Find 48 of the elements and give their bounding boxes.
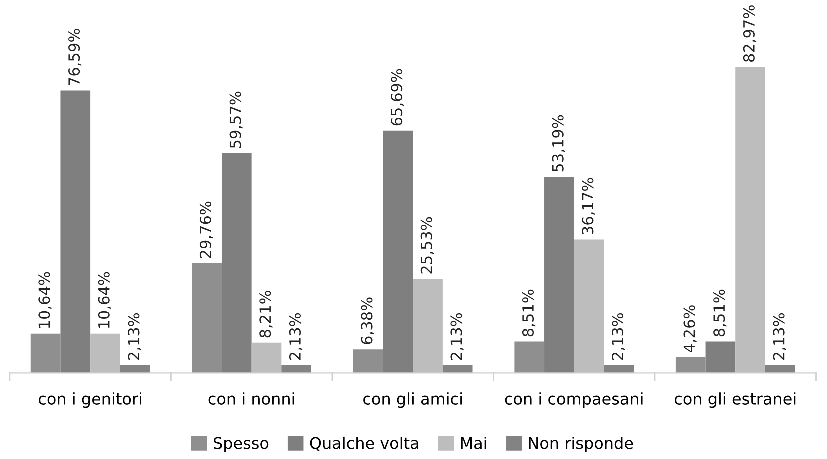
bar — [383, 130, 414, 374]
legend-label: Spesso — [214, 437, 269, 452]
data-label: 8,51% — [714, 290, 727, 337]
data-label: 25,53% — [420, 217, 434, 274]
data-label: 29,76% — [200, 202, 214, 258]
bar — [90, 334, 120, 374]
data-label: 2,13% — [773, 313, 786, 360]
x-tick-label: con gli estranei — [675, 392, 796, 408]
data-label: 76,59% — [68, 29, 82, 86]
data-label: 59,57% — [230, 92, 243, 148]
bar — [604, 365, 634, 374]
data-label: 4,26% — [684, 306, 697, 353]
data-label: 65,69% — [391, 69, 404, 126]
x-tick-label: con i compaesani — [505, 392, 643, 408]
bar — [30, 334, 61, 374]
data-label: 53,19% — [552, 115, 566, 172]
data-label: 10,64% — [98, 272, 112, 328]
x-tick-label: con i nonni — [208, 392, 294, 405]
bar — [514, 342, 545, 374]
legend-label: Non risponde — [529, 436, 634, 452]
bar — [736, 67, 766, 374]
bar — [413, 279, 443, 374]
data-label: 82,97% — [743, 6, 757, 62]
bar — [282, 365, 312, 374]
bar — [192, 263, 222, 374]
legend-label: Qualche volta — [310, 436, 418, 452]
bar — [60, 90, 91, 374]
data-label: 10,64% — [38, 272, 52, 328]
data-label: 6,38% — [361, 298, 374, 344]
bar — [676, 357, 706, 374]
bar — [544, 177, 574, 374]
legend-label: Mai — [461, 436, 486, 450]
data-label: 8,51% — [522, 290, 536, 337]
bar — [222, 153, 252, 374]
bar — [252, 342, 282, 374]
x-tick-label: con i genitori — [39, 392, 142, 408]
data-label: 2,13% — [612, 313, 626, 360]
bar — [765, 365, 796, 374]
bar — [353, 350, 384, 374]
bar — [706, 342, 736, 374]
data-label: 36,17% — [582, 178, 596, 234]
bar — [574, 240, 604, 374]
data-label: 2,13% — [128, 313, 142, 360]
data-label: 8,21% — [260, 291, 273, 338]
bar — [442, 365, 473, 374]
data-label: 2,13% — [450, 313, 464, 360]
data-label: 2,13% — [289, 313, 303, 360]
x-tick-label: con gli amici — [364, 392, 462, 408]
